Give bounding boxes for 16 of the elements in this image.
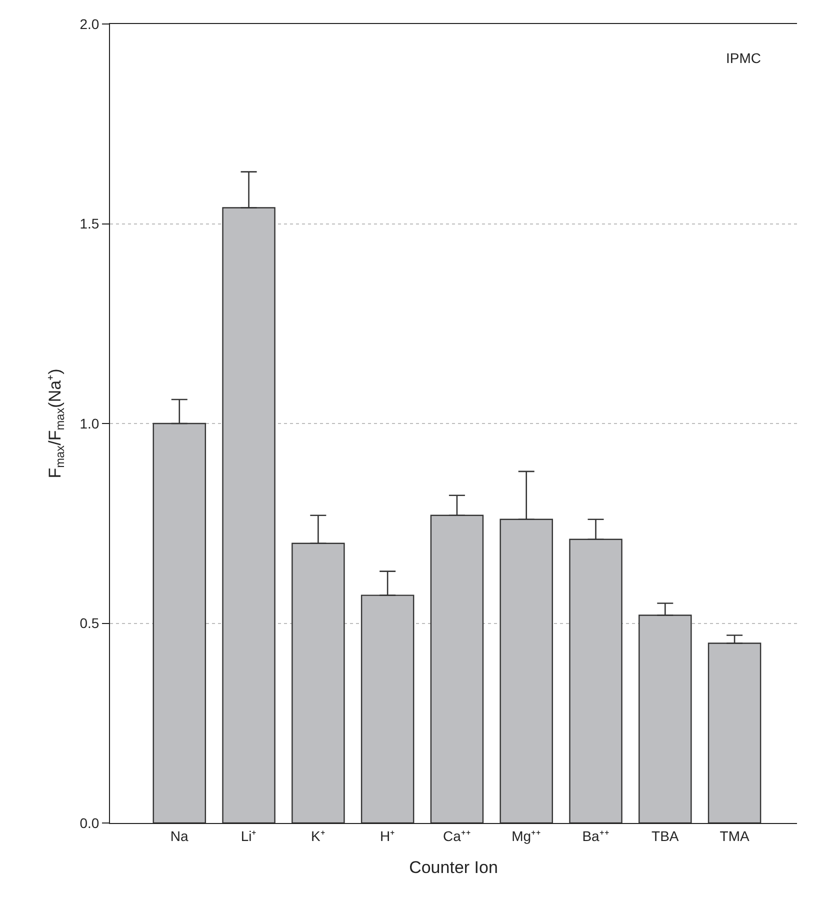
x-tick-label: Mg⁺⁺ (512, 828, 542, 844)
x-tick-label: Li⁺ (240, 828, 257, 844)
y-tick-label: 2.0 (80, 16, 100, 32)
x-tick-label: Ca⁺⁺ (443, 828, 471, 844)
x-tick-label: Na (170, 828, 189, 844)
x-tick-label: K⁺ (311, 828, 326, 844)
x-tick-label: TMA (720, 828, 750, 844)
x-tick-label: Ba⁺⁺ (582, 828, 610, 844)
y-tick-label: 0.0 (80, 814, 100, 831)
y-tick-label: 1.0 (80, 415, 100, 432)
x-tick-label: H⁺ (380, 828, 396, 844)
x-axis-title: Counter Ion (409, 858, 498, 878)
annotation: IPMC (726, 50, 761, 66)
y-tick-label: 1.5 (80, 216, 100, 232)
x-tick-label: TBA (652, 828, 680, 844)
y-tick-label: 0.5 (80, 615, 100, 632)
